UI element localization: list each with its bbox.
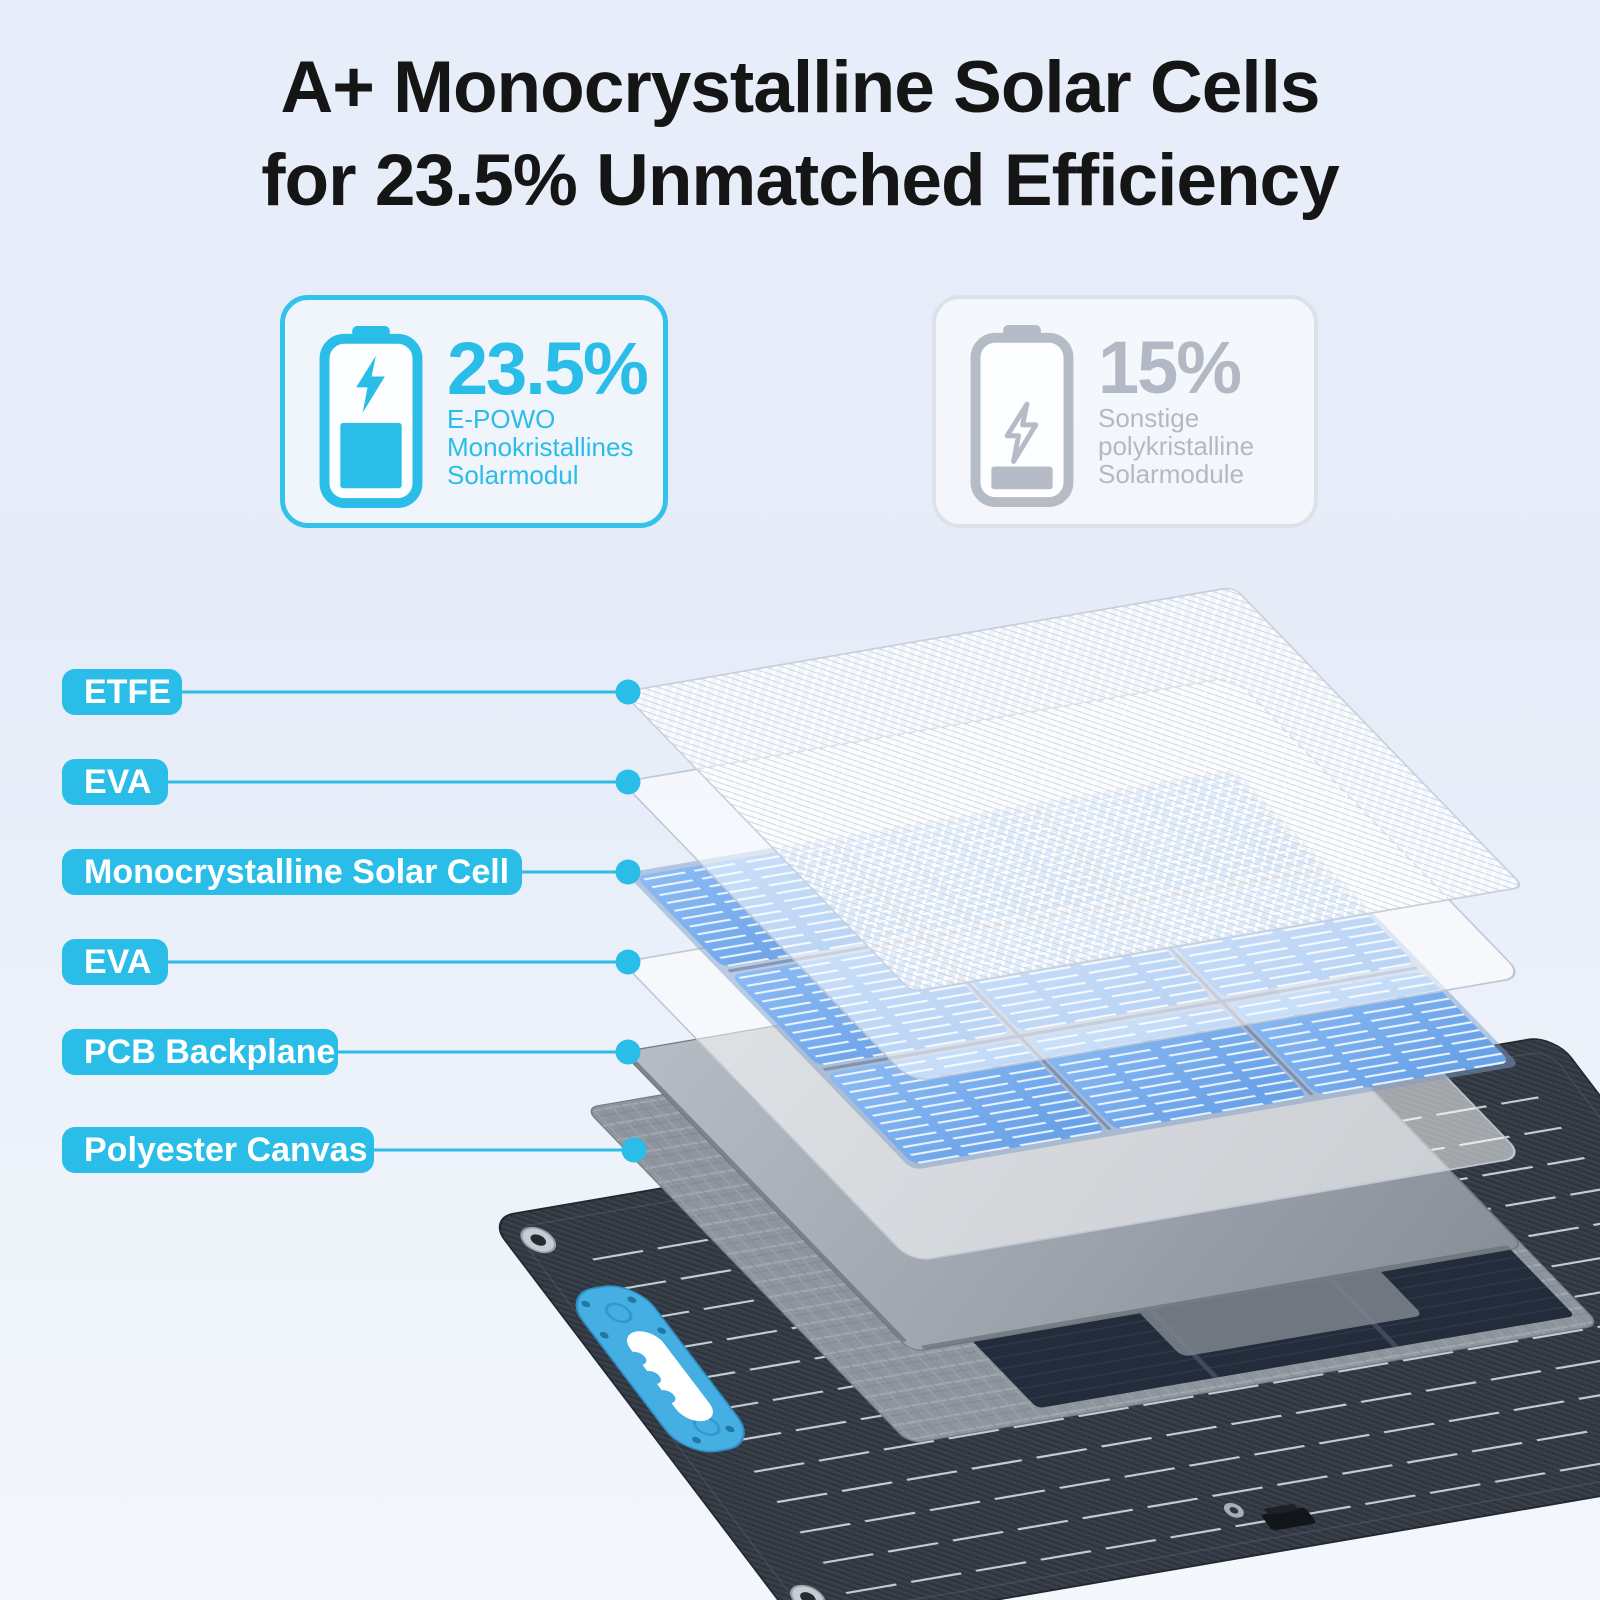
layer-dot [615, 769, 641, 795]
carry-handle [575, 1285, 745, 1453]
lightning-bolt-icon [356, 355, 385, 414]
layer-dot [615, 949, 641, 975]
layer-dot [615, 1039, 641, 1065]
handle-screws [581, 1296, 735, 1444]
badge-caption-line: Solarmodul [447, 459, 579, 490]
efficiency-badge-poly: 15% Sonstige polykristalline Solarmodule [932, 295, 1318, 528]
snap-button [1223, 1503, 1244, 1518]
label-etfe: ETFE [84, 673, 171, 711]
layer-labels: ETFE EVA Monocrystalline Solar Cell EVA … [62, 669, 522, 1173]
grommet [790, 1584, 826, 1600]
label-eva-bottom: EVA [84, 943, 151, 981]
lightning-bolt-icon [1004, 401, 1039, 464]
badge-caption-line: E-POWO [447, 404, 556, 434]
leader-dots [615, 679, 647, 1163]
battery-full-icon [319, 326, 423, 508]
efficiency-value: 23.5% [447, 327, 649, 410]
badge-caption-line: Monokristallines [447, 431, 634, 462]
battery-low-icon [970, 325, 1074, 507]
title-line-1: A+ Monocrystalline Solar Cells [280, 47, 1321, 128]
badge-caption-line: Solarmodule [1098, 458, 1244, 489]
page-title: A+ Monocrystalline Solar Cells for 23.5%… [0, 42, 1600, 227]
layer-dot [621, 1137, 647, 1163]
label-pcb: PCB Backplane [84, 1033, 335, 1071]
label-pill-etfe [62, 669, 182, 715]
label-pill-eva-top [62, 759, 168, 805]
title-line-2: for 23.5% Unmatched Efficiency [261, 139, 1340, 221]
layer-dot [615, 859, 641, 885]
handle-cutout [626, 1331, 713, 1422]
label-pill-pcb [62, 1029, 338, 1075]
label-pill-eva-bottom [62, 939, 168, 985]
badge-caption-line: polykristalline [1098, 430, 1255, 461]
badge-caption-line: Sonstige [1098, 403, 1200, 433]
grommet [520, 1227, 556, 1254]
label-solar-cell: Monocrystalline Solar Cell [84, 853, 509, 891]
efficiency-value: 15% [1098, 326, 1242, 409]
label-pill-solar-cell [62, 849, 522, 895]
leader-lines [168, 690, 634, 1152]
label-eva-top: EVA [84, 763, 151, 801]
label-pill-canvas [62, 1127, 374, 1173]
efficiency-badge-mono: 23.5% E-POWO Monokristallines Solarmodul [280, 295, 668, 528]
edge-connector [1262, 1503, 1316, 1531]
label-canvas: Polyester Canvas [84, 1131, 368, 1169]
layer-dot [615, 679, 641, 705]
layer-etfe-mesh [625, 587, 1521, 992]
